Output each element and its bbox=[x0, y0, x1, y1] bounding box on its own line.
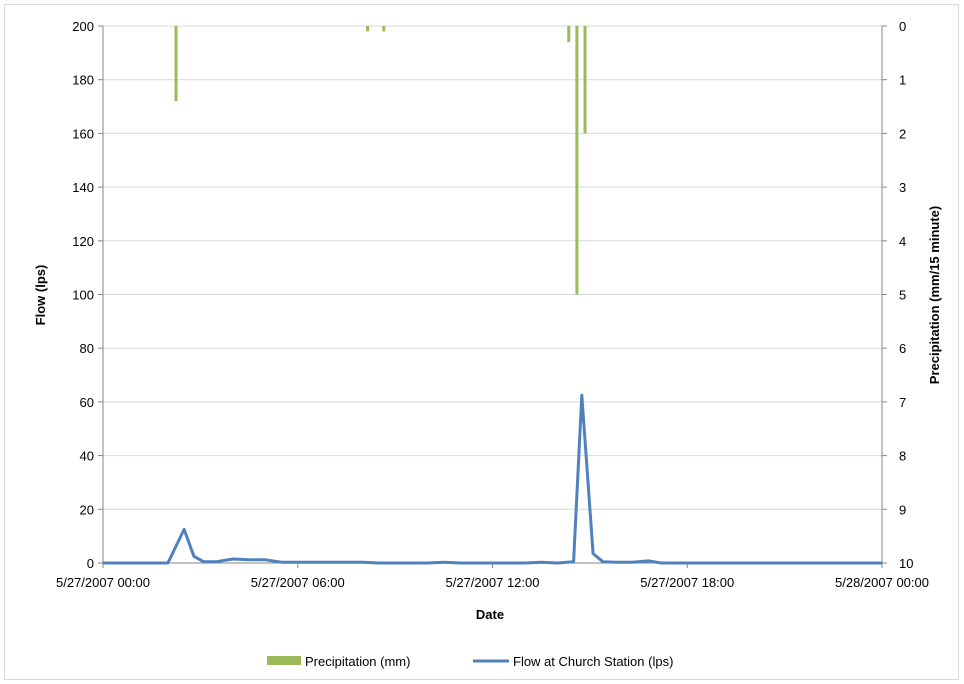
precipitation-bar bbox=[575, 26, 579, 295]
left-axis-title: Flow (lps) bbox=[33, 265, 48, 326]
precipitation-bar bbox=[366, 26, 370, 32]
left-tick-label: 80 bbox=[80, 341, 94, 356]
right-tick-label: 8 bbox=[899, 449, 906, 464]
right-tick-label: 7 bbox=[899, 395, 906, 410]
right-tick-label: 0 bbox=[899, 19, 906, 34]
flow-line bbox=[103, 393, 882, 565]
left-axis-ticks: 0 20 40 60 80 100 120 140 160 180 200 bbox=[72, 19, 103, 571]
left-tick-label: 140 bbox=[72, 180, 94, 195]
precipitation-bar bbox=[567, 26, 571, 43]
right-axis-title: Precipitation (mm/15 minute) bbox=[927, 206, 942, 384]
flow-series-line bbox=[103, 393, 882, 565]
legend-label-precipitation: Precipitation (mm) bbox=[305, 654, 410, 669]
left-tick-label: 120 bbox=[72, 234, 94, 249]
x-axis-ticks: 5/27/2007 00:00 5/27/2007 06:00 5/27/2007 … bbox=[56, 563, 929, 590]
x-tick-label: 5/27/2007 12:00 bbox=[446, 575, 540, 590]
right-tick-label: 6 bbox=[899, 341, 906, 356]
right-axis-ticks: 0 1 2 3 4 5 6 7 8 9 10 bbox=[882, 19, 913, 571]
x-tick-label: 5/27/2007 18:00 bbox=[640, 575, 734, 590]
x-axis-title: Date bbox=[476, 607, 504, 622]
x-tick-label: 5/27/2007 06:00 bbox=[251, 575, 345, 590]
right-tick-label: 1 bbox=[899, 73, 906, 88]
left-tick-label: 200 bbox=[72, 19, 94, 34]
x-tick-label: 5/27/2007 00:00 bbox=[56, 575, 150, 590]
right-tick-label: 2 bbox=[899, 126, 906, 141]
precipitation-bars bbox=[174, 26, 587, 295]
left-tick-label: 40 bbox=[80, 449, 94, 464]
gridlines bbox=[103, 25, 882, 510]
precipitation-bar bbox=[583, 26, 587, 134]
left-tick-label: 100 bbox=[72, 288, 94, 303]
right-tick-label: 3 bbox=[899, 180, 906, 195]
precipitation-bar bbox=[174, 26, 178, 102]
right-tick-label: 5 bbox=[899, 288, 906, 303]
left-tick-label: 60 bbox=[80, 395, 94, 410]
chart-frame bbox=[4, 4, 959, 680]
left-tick-label: 160 bbox=[72, 126, 94, 141]
legend-label-flow: Flow at Church Station (lps) bbox=[513, 654, 673, 669]
right-tick-label: 4 bbox=[899, 234, 906, 249]
x-tick-label: 5/28/2007 00:00 bbox=[835, 575, 929, 590]
precipitation-bar bbox=[382, 26, 386, 32]
right-tick-label: 9 bbox=[899, 502, 906, 517]
left-tick-label: 0 bbox=[87, 556, 94, 571]
right-tick-label: 10 bbox=[899, 556, 913, 571]
left-tick-label: 180 bbox=[72, 73, 94, 88]
legend-swatch-precipitation bbox=[267, 656, 301, 665]
left-tick-label: 20 bbox=[80, 502, 94, 517]
legend: Precipitation (mm) Flow at Church Statio… bbox=[267, 654, 673, 669]
